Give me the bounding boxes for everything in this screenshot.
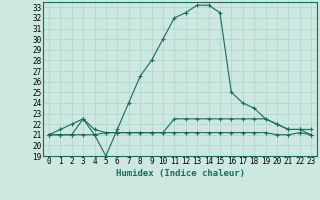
X-axis label: Humidex (Indice chaleur): Humidex (Indice chaleur) xyxy=(116,169,244,178)
